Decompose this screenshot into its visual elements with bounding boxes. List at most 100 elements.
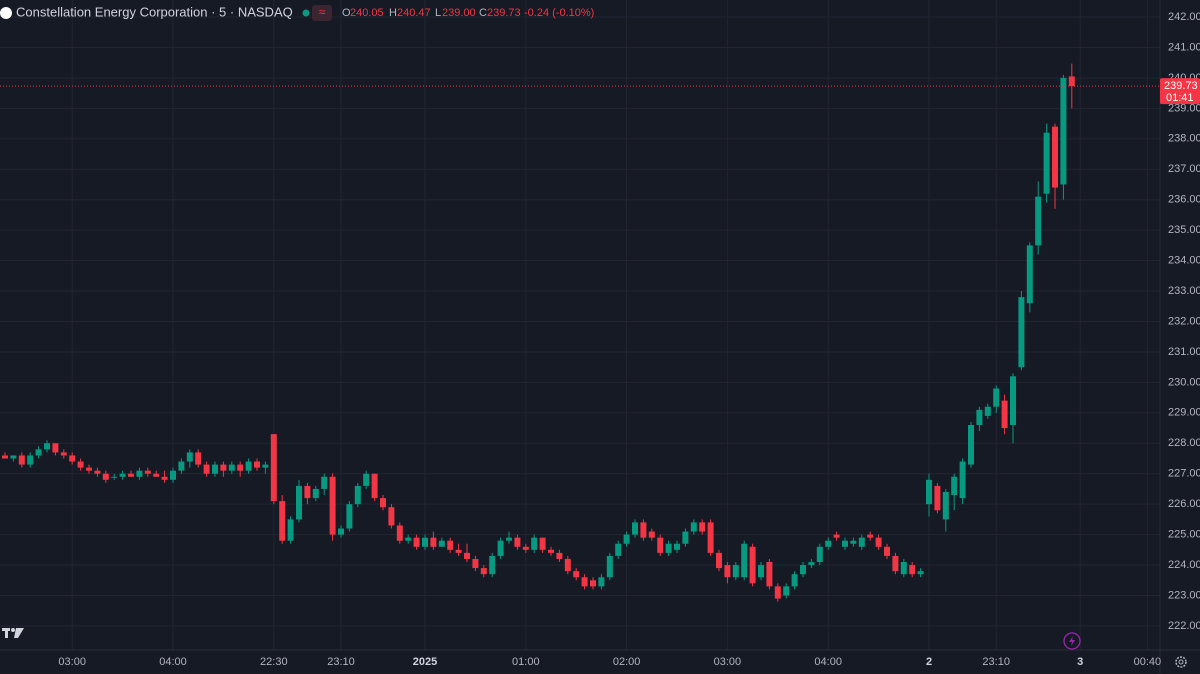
x-tick-label: 00:40: [1134, 656, 1162, 668]
candle-body: [1060, 77, 1067, 185]
x-tick-label: 01:00: [512, 656, 540, 668]
axes: 222.00 223.00 224.00 225.00 226.00 227.00 228.…: [58, 11, 1200, 668]
candle-body: [35, 449, 42, 456]
candle-body: [86, 467, 92, 471]
x-tick-label: 04:00: [814, 656, 842, 668]
x-tick-label: 2: [926, 656, 932, 668]
candle-body: [472, 558, 479, 569]
candle-body: [707, 522, 714, 553]
candle-body: [52, 443, 59, 453]
candle-body: [119, 473, 126, 477]
y-tick-label: 231.00: [1168, 346, 1200, 358]
candle-body: [842, 540, 848, 547]
close-value: 239.73: [487, 7, 521, 19]
candle-body: [1043, 132, 1050, 194]
y-tick-label: 241.00: [1168, 41, 1200, 53]
candle-body: [808, 562, 815, 566]
candle-body: [44, 443, 50, 450]
candle-body: [699, 522, 706, 532]
candle-body: [1052, 126, 1058, 188]
indicator-toggle[interactable]: [312, 5, 332, 21]
candle-body: [942, 491, 949, 520]
candle-body: [875, 537, 882, 547]
candle-body: [203, 464, 210, 474]
candle-body: [598, 577, 605, 587]
y-tick-label: 234.00: [1168, 255, 1200, 267]
candle-body: [506, 537, 512, 541]
lightning-button[interactable]: [1063, 632, 1081, 650]
x-tick-label: 04:00: [159, 656, 187, 668]
candle-body: [346, 504, 353, 529]
candle-body: [548, 549, 554, 553]
candle-body: [69, 455, 76, 462]
x-tick-label: 2025: [413, 656, 437, 668]
candle-body: [825, 540, 832, 547]
indicator-icon: ≈: [319, 5, 326, 19]
candle-body: [354, 485, 361, 505]
settings-button[interactable]: [1175, 656, 1187, 668]
y-tick-label: 236.00: [1168, 194, 1200, 206]
candle-body: [858, 537, 865, 547]
candle-body: [77, 461, 84, 468]
open-value: 240.05: [350, 7, 384, 19]
countdown-label: 01:41: [1166, 92, 1194, 104]
candle-body: [1026, 245, 1033, 304]
candle-body: [338, 528, 344, 535]
market-status[interactable]: [302, 9, 310, 17]
candle-body: [690, 522, 697, 532]
candle-body: [1018, 297, 1025, 368]
candle-body: [623, 534, 630, 544]
open-label: O: [342, 7, 351, 19]
candle-body: [2, 455, 8, 459]
candle-body: [976, 409, 983, 426]
low-value: 239.00: [442, 7, 476, 19]
candle-body: [287, 519, 294, 541]
last-price-label: 239.73: [1164, 80, 1198, 92]
candle-body: [590, 580, 596, 587]
candle-body: [161, 476, 168, 480]
candle-body: [892, 555, 899, 572]
candle-body: [254, 461, 260, 468]
x-tick-label: 23:10: [327, 656, 355, 668]
candle-body: [396, 525, 403, 541]
candle-body: [1010, 376, 1016, 426]
x-tick-label: 3: [1077, 656, 1083, 668]
x-tick-label: 02:00: [613, 656, 641, 668]
candle-body: [774, 586, 781, 599]
candle-body: [153, 473, 160, 477]
candle-body: [674, 543, 680, 550]
symbol-title[interactable]: Constellation Energy Corporation · 5 · N…: [16, 4, 293, 19]
candle-body: [438, 540, 445, 547]
candle-body: [220, 464, 227, 471]
last-price-box: [1160, 78, 1200, 105]
candle-body: [615, 543, 622, 556]
candle-body: [195, 452, 202, 465]
candle-body: [102, 473, 109, 480]
candle-body: [682, 531, 689, 544]
candle-body: [665, 543, 672, 553]
candle-body: [573, 571, 580, 578]
candle-body: [27, 455, 34, 465]
candle-body: [94, 470, 101, 474]
candle-body: [833, 534, 840, 538]
candle-body: [1068, 76, 1075, 87]
candle-body: [732, 565, 739, 578]
y-tick-label: 224.00: [1168, 559, 1200, 571]
candle-body: [262, 464, 269, 468]
y-tick-label: 226.00: [1168, 498, 1200, 510]
candles: [0, 63, 1160, 602]
candle-body: [329, 476, 336, 535]
candle-body: [741, 543, 748, 578]
candle-body: [111, 476, 118, 478]
y-tick-label: 242.00: [1168, 11, 1200, 23]
candle-body: [564, 558, 571, 572]
candle-body: [632, 522, 638, 535]
candle-body: [60, 452, 67, 456]
tradingview-logo[interactable]: [2, 628, 24, 638]
candle-body: [464, 552, 470, 559]
high-label: H: [389, 7, 397, 19]
candle-body: [766, 562, 773, 587]
